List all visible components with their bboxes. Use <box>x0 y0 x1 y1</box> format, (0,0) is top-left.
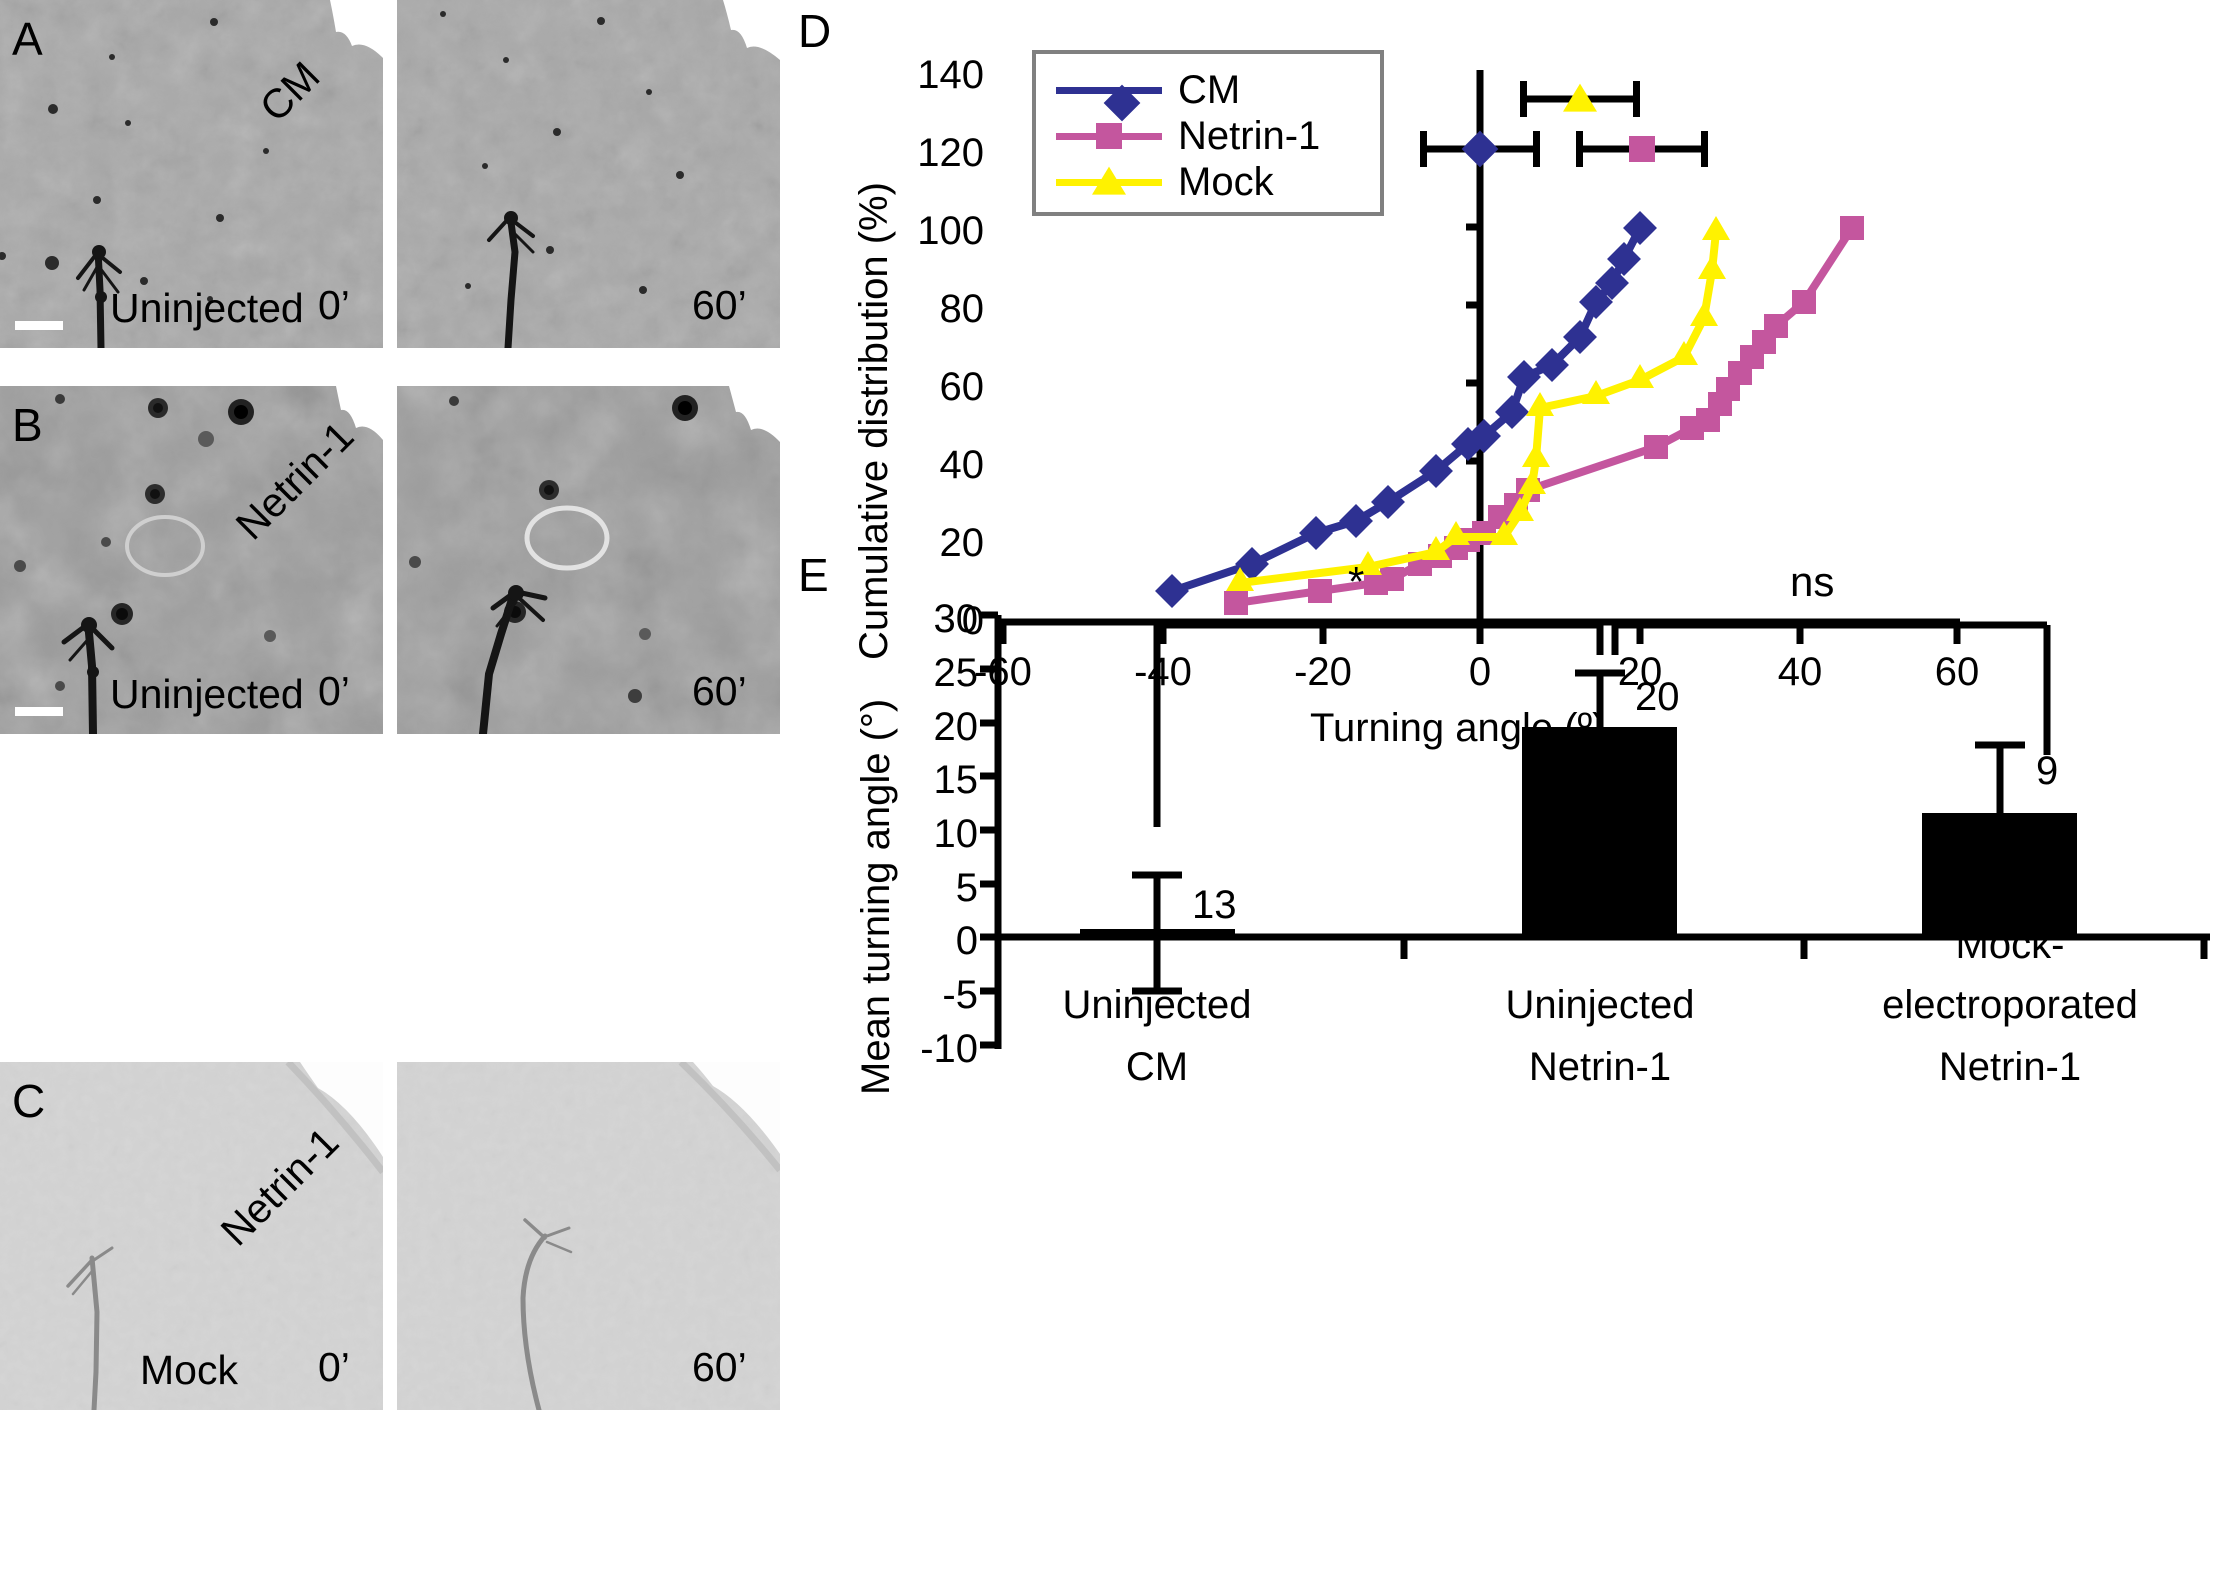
scale-bar-a <box>15 321 63 330</box>
panel-d-errorbar-mock <box>1520 81 1640 117</box>
treatment-label-c: Mock <box>140 1347 238 1393</box>
square-icon <box>1096 123 1122 149</box>
treatment-label-b: Uninjected <box>110 671 304 717</box>
panel-letter-d: D <box>798 5 832 57</box>
scale-bar-b <box>15 707 63 716</box>
time-label-b-right: 60’ <box>692 668 747 714</box>
panel-e-category-3-line2: electroporated <box>1882 983 2138 1027</box>
micrograph-b-60min: 60’ <box>397 386 780 734</box>
legend-item-mock[interactable]: Mock <box>1056 162 1274 202</box>
panel-d-ytick-60: 60 <box>939 365 985 409</box>
panel-d-xtick-60: 60 <box>1934 650 1980 694</box>
panel-e-category-3-line3: Netrin-1 <box>1938 1045 2082 1089</box>
panel-d-errorbar-mock-marker <box>1563 83 1597 112</box>
legend-item-cm[interactable]: CM <box>1056 68 1241 122</box>
panel-letter-a: A <box>12 13 43 65</box>
panel-letter-e: E <box>798 549 829 601</box>
legend-line-netrin1 <box>1056 123 1162 149</box>
micrograph-c-60min: 60’ <box>397 1062 780 1410</box>
panel-d-errorbar-cm-marker <box>1461 130 1499 168</box>
legend-line-mock <box>1056 166 1162 195</box>
panel-e-category-3-line1: Mock- <box>1955 923 2065 967</box>
panel-e-ytick-30: 30 <box>933 597 979 641</box>
legend-item-netrin1[interactable]: Netrin-1 <box>1056 116 1320 156</box>
panel-d-xtick-20: 20 <box>1617 650 1663 694</box>
panel-e-ytick-25: 25 <box>933 651 979 695</box>
micrograph-b-0min: B Netrin-1 Uninjected 0’ <box>0 386 383 734</box>
panel-e-n-label-1: 13 <box>1192 883 1237 927</box>
micrograph-a-0min: A CM Uninjected 0’ <box>0 0 383 348</box>
panel-e-n-label-3: 9 <box>2036 749 2059 793</box>
micrograph-c-0min: C Netrin-1 Mock 0’ <box>0 1062 383 1410</box>
panel-d-ytick-140: 140 <box>917 53 984 97</box>
chart-panel-d: Cumulative distribution (%) 140 120 100 … <box>840 40 2200 748</box>
time-label-a-left: 0’ <box>318 282 350 328</box>
panel-e-category-2-line1: Uninjected <box>1505 983 1695 1027</box>
micrograph-a-60min: 60’ <box>397 0 780 348</box>
panel-d-errorbar-netrin1-marker <box>1629 136 1655 162</box>
panel-letter-b: B <box>12 399 43 451</box>
panel-e-category-1-line1: Uninjected <box>1062 983 1252 1027</box>
panel-d-ytick-100: 100 <box>917 209 984 253</box>
panel-e-n-label-2: 20 <box>1635 675 1680 719</box>
chart-panel-e: Mean turning angle (°) 30 25 20 15 10 5 … <box>840 555 2220 1565</box>
time-label-a-right: 60’ <box>692 282 747 328</box>
panel-e-ytick--10: -10 <box>920 1027 978 1071</box>
panel-e-ytick-10: 10 <box>933 812 979 856</box>
panel-e-significance-1: * <box>1348 558 1365 605</box>
panel-d-xtick--20: -20 <box>1294 650 1352 694</box>
legend-line-cm <box>1056 84 1162 122</box>
panel-d-errorbar-cm <box>1420 130 1540 168</box>
panel-e-ytick-0: 0 <box>955 919 978 963</box>
triangle-icon <box>1092 166 1126 195</box>
panel-e-ytick-5: 5 <box>955 866 978 910</box>
panel-d-ytick-20: 20 <box>939 521 985 565</box>
panel-d-ytick-120: 120 <box>917 131 984 175</box>
legend-label-cm: CM <box>1178 68 1241 112</box>
panel-d-xtick-0: 0 <box>1468 650 1492 694</box>
time-label-c-left: 0’ <box>318 1344 350 1390</box>
panel-d-xtick--40: -40 <box>1134 650 1192 694</box>
panel-e-ytick-20: 20 <box>933 705 979 749</box>
panel-d-xtick-40: 40 <box>1777 650 1823 694</box>
panel-d-ytick-80: 80 <box>939 287 985 331</box>
panel-d-legend: CM Netrin-1 Mock <box>1032 50 1384 216</box>
panel-d-ytick-40: 40 <box>939 443 985 487</box>
panel-letter-c: C <box>12 1075 46 1127</box>
legend-label-netrin1: Netrin-1 <box>1178 114 1321 158</box>
panel-e-ytick-15: 15 <box>933 758 979 802</box>
panel-e-category-2-line2: Netrin-1 <box>1528 1045 1672 1089</box>
time-label-c-right: 60’ <box>692 1344 747 1390</box>
panel-e-category-1-line2: CM <box>1125 1045 1189 1089</box>
panel-d-ytick-0: 0 <box>961 599 984 643</box>
legend-label-mock: Mock <box>1178 160 1274 204</box>
panel-d-errorbar-netrin1 <box>1576 131 1708 167</box>
treatment-label-a: Uninjected <box>110 285 304 331</box>
panel-e-ytick--5: -5 <box>942 973 978 1017</box>
time-label-b-left: 0’ <box>318 668 350 714</box>
panel-e-significance-2: ns <box>1790 558 1835 605</box>
